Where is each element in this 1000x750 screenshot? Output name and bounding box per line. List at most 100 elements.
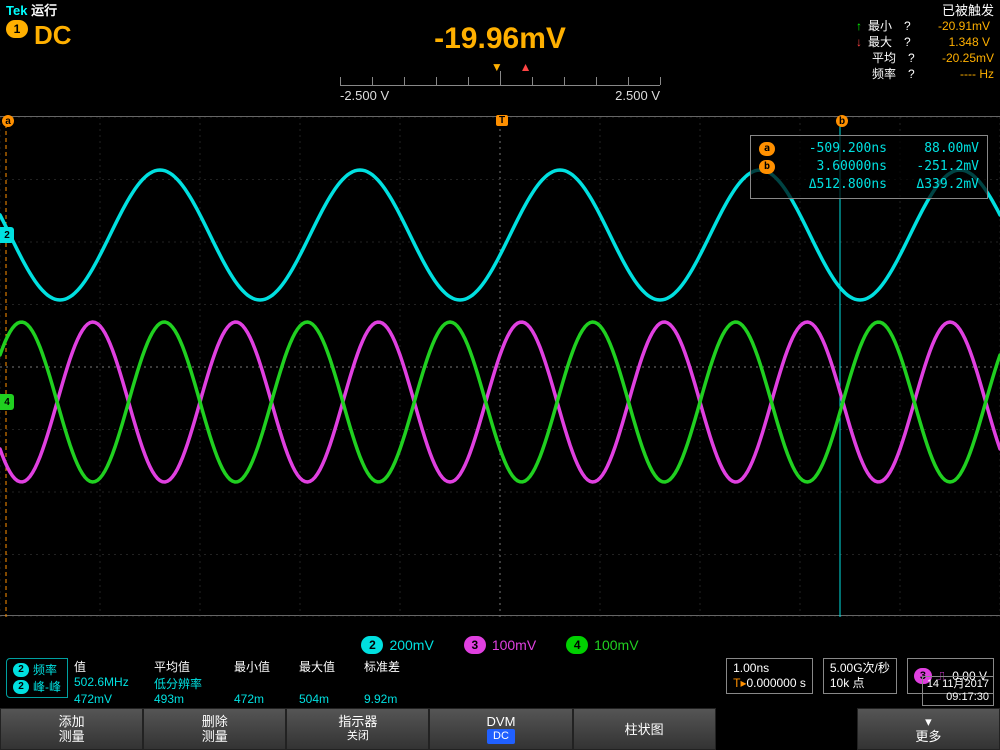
menu3-line1: 指示器 (338, 714, 377, 729)
stat-max-label: 最大 (868, 34, 898, 50)
scale-marker-arrow-up: ▲ (520, 60, 532, 74)
menu-histogram[interactable]: 柱状图 (573, 708, 716, 750)
ch3-scale-item[interactable]: 3 100mV (464, 636, 536, 654)
waveform-display[interactable]: a T b a -509.200ns 88.00mV b 3.60000ns -… (0, 116, 1000, 616)
menu4-line2: DC (487, 729, 515, 744)
stat-min-val: -20.91mV (920, 18, 990, 34)
cursor-b-tag[interactable]: b (836, 115, 848, 127)
coupling-label: DC (34, 20, 72, 51)
stat-freq-label: 频率 (872, 66, 902, 82)
brand-status: Tek 运行 (6, 0, 57, 18)
stat-avg-q: ? (908, 50, 918, 66)
menu-more[interactable]: ▾ 更多 (857, 708, 1000, 750)
cursor-a-volt: 88.00mV (899, 140, 979, 158)
trigger-marker[interactable]: T (496, 115, 508, 126)
ch2-badge: 2 (361, 636, 383, 654)
ch4-scale-item[interactable]: 4 100mV (566, 636, 638, 654)
acq-points: 10k 点 (830, 676, 890, 691)
top-status-bar: Tek 运行 已被触发 (0, 0, 1000, 18)
scale-labels: -2.500 V 2.500 V (340, 88, 660, 103)
hdr-value: 值 (74, 658, 154, 675)
statistics-box: ↑ 最小 ? -20.91mV ↓ 最大 ? 1.348 V 平均 ? -20.… (856, 18, 994, 82)
run-status: 运行 (31, 3, 57, 18)
voltage-scale-bar: ▼ ▲ -2.500 V 2.500 V (340, 68, 660, 103)
hdr-mean: 平均值 (154, 658, 234, 675)
stat-max-val: 1.348 V (920, 34, 990, 50)
r2-mean: 493m (154, 692, 234, 706)
bottom-panel: 2 200mV 3 100mV 4 100mV 2 频率 2 峰-峰 值 平均值… (0, 634, 1000, 750)
r2-value: 472mV (74, 692, 154, 706)
arrow-down-icon: ↓ (856, 34, 862, 50)
ch4-scale: 100mV (594, 637, 638, 653)
acq-rate: 5.00G次/秒 (830, 661, 890, 676)
stat-min-q: ? (904, 18, 914, 34)
ch4-badge: 4 (566, 636, 588, 654)
meas-row1-name: 频率 (33, 661, 57, 678)
arrow-up-icon: ↑ (856, 18, 862, 34)
r1-std (364, 675, 424, 692)
hdr-std: 标准差 (364, 658, 424, 675)
stat-max-q: ? (904, 34, 914, 50)
menu2-line1: 删除 (202, 714, 228, 729)
timebase-pos: 0.000000 s (746, 676, 805, 690)
time: 09:17:30 (927, 691, 989, 704)
menu-dvm[interactable]: DVM DC (429, 708, 572, 750)
menu3-line2: 关闭 (347, 729, 369, 744)
cursor-delta-volt: Δ339.2mV (899, 176, 979, 194)
brand: Tek (6, 3, 27, 18)
channel-marker-4[interactable]: 4 (0, 394, 14, 410)
ch3-badge: 3 (464, 636, 486, 654)
stat-freq-val: ---- Hz (924, 66, 994, 82)
menu-spacer (716, 708, 857, 750)
menu-delete-measurement[interactable]: 删除 测量 (143, 708, 286, 750)
measurement-values: 值 平均值 最小值 最大值 标准差 502.6MHz 低分辨率 472mV 49… (74, 658, 424, 706)
ch2-scale-item[interactable]: 2 200mV (361, 636, 433, 654)
header: 1 DC -19.96mV ▼ ▲ -2.500 V 2.500 V ↑ 最小 … (0, 18, 1000, 108)
scale-right: 2.500 V (615, 88, 660, 103)
menu-bar: 添加 测量 删除 测量 指示器 关闭 DVM DC 柱状图 ▾ 更多 (0, 708, 1000, 750)
channel-scale-row: 2 200mV 3 100mV 4 100mV (0, 634, 1000, 656)
scale-ticks: ▼ ▲ (340, 68, 660, 86)
menu-indicator[interactable]: 指示器 关闭 (286, 708, 429, 750)
cursor-a-time: -509.200ns (787, 140, 887, 158)
menu6-line1: 更多 (915, 729, 941, 744)
stat-avg-val: -20.25mV (924, 50, 994, 66)
measurement-names: 2 频率 2 峰-峰 (6, 658, 68, 698)
meas-row2-name: 峰-峰 (33, 678, 61, 695)
scale-left: -2.500 V (340, 88, 389, 103)
hdr-min: 最小值 (234, 658, 299, 675)
cursor-a-tag[interactable]: a (2, 115, 14, 127)
r1-value: 502.6MHz (74, 675, 154, 692)
meas-ch2-badge-1: 2 (13, 663, 29, 677)
cursor-b-time: 3.60000ns (787, 158, 887, 176)
r1-mean: 低分辨率 (154, 675, 234, 692)
r1-max (299, 675, 364, 692)
menu1-line1: 添加 (59, 714, 85, 729)
channel-marker-2[interactable]: 2 (0, 227, 14, 243)
menu1-line2: 测量 (59, 729, 85, 744)
datetime-box: 14 11月2017 09:17:30 (922, 676, 994, 706)
stat-min-label: 最小 (868, 18, 898, 34)
r2-std: 9.92m (364, 692, 424, 706)
menu2-line2: 测量 (202, 729, 228, 744)
r2-min: 472m (234, 692, 299, 706)
cursor-readout-box: a -509.200ns 88.00mV b 3.60000ns -251.2m… (750, 135, 988, 199)
menu4-line1: DVM (487, 714, 516, 729)
menu-add-measurement[interactable]: 添加 测量 (0, 708, 143, 750)
cursor-delta-time: Δ512.800ns (787, 176, 887, 194)
date: 14 11月2017 (927, 678, 989, 691)
cursor-b-volt: -251.2mV (899, 158, 979, 176)
timebase-box[interactable]: 1.00ns T▸0.000000 s (726, 658, 813, 694)
trigger-status: 已被触发 (942, 0, 994, 18)
ch2-scale: 200mV (389, 637, 433, 653)
stat-avg-label: 平均 (872, 50, 902, 66)
ch3-scale: 100mV (492, 637, 536, 653)
acquisition-box[interactable]: 5.00G次/秒 10k 点 (823, 658, 897, 694)
meas-ch2-badge-2: 2 (13, 680, 29, 694)
measurement-table: 2 频率 2 峰-峰 值 平均值 最小值 最大值 标准差 502.6MHz 低分… (0, 656, 1000, 708)
menu5-line1: 柱状图 (625, 722, 664, 737)
timebase-scale: 1.00ns (733, 661, 806, 676)
r2-max: 504m (299, 692, 364, 706)
more-arrow-icon: ▾ (925, 714, 932, 729)
cursor-a-badge: a (759, 142, 775, 156)
